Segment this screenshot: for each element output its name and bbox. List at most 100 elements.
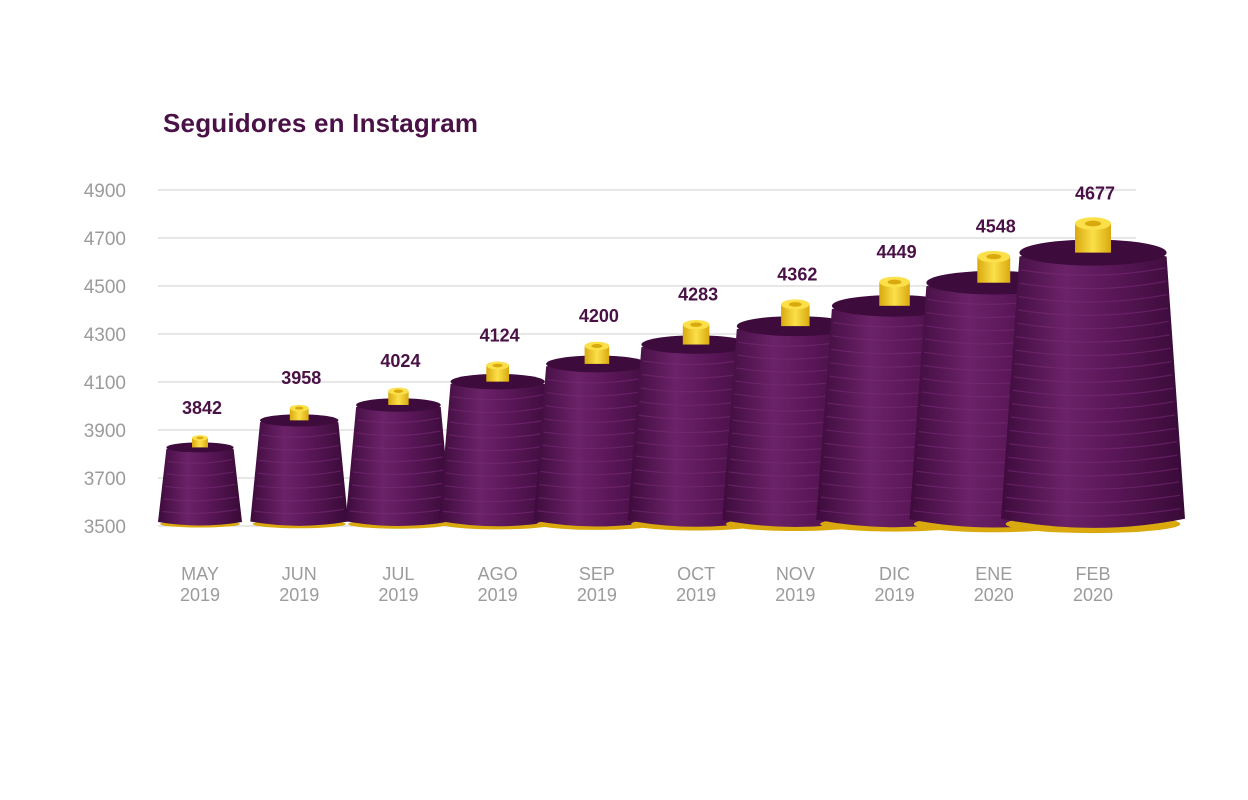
thread-winding [260, 445, 339, 451]
spool-thread [345, 402, 452, 527]
spool-core-hole [294, 406, 304, 410]
y-tick-label: 4300 [84, 325, 126, 346]
thread-winding [352, 469, 445, 476]
thread-winding [166, 471, 234, 477]
value-labels: 3842 3958 4024 4124 4200 4283 4362 4449 4548 4677 [182, 184, 1115, 418]
thread-winding [1004, 508, 1182, 517]
spool-core [584, 345, 610, 364]
data-label: 3958 [281, 368, 321, 388]
data-label: 4677 [1075, 184, 1115, 204]
thread-winding [1010, 427, 1176, 437]
spool-thread [533, 361, 661, 527]
x-tick-month: AGO [478, 564, 518, 584]
thread-winding [261, 432, 338, 438]
x-tick-month: FEB [1075, 564, 1110, 584]
thread-winding [255, 495, 343, 502]
thread-winding [256, 483, 342, 489]
spool-core-hole [393, 389, 404, 393]
y-tick-label: 3500 [84, 517, 126, 538]
thread-winding [448, 432, 547, 439]
spool-core [192, 437, 208, 448]
x-tick-year: 2019 [378, 585, 418, 605]
thread-winding [258, 457, 340, 464]
thread-winding [1011, 401, 1175, 410]
data-label: 4124 [480, 326, 520, 346]
x-tick-month: MAY [181, 564, 219, 584]
spool-core [388, 391, 409, 405]
spool-bar [1001, 217, 1185, 534]
data-label: 4548 [976, 217, 1016, 237]
thread-winding [162, 508, 238, 514]
spool-core-hole [986, 254, 1002, 260]
data-label: 4283 [678, 285, 718, 305]
x-tick-year: 2019 [180, 585, 220, 605]
spool-thread [158, 445, 242, 526]
x-tick-year: 2019 [478, 585, 518, 605]
x-tick-year: 2019 [676, 585, 716, 605]
spool-core-hole [788, 302, 802, 307]
thread-winding [1018, 294, 1168, 303]
thread-winding [357, 417, 440, 424]
thread-winding [547, 376, 647, 384]
x-tick-year: 2019 [875, 585, 915, 605]
thread-winding [350, 495, 447, 502]
x-tick-month: ENE [975, 564, 1012, 584]
thread-winding [1005, 494, 1181, 504]
x-tick-month: JUL [382, 564, 414, 584]
thread-winding [1019, 280, 1167, 290]
x-tick-year: 2020 [974, 585, 1014, 605]
spool-core-hole [1084, 220, 1102, 227]
x-tick-year: 2019 [279, 585, 319, 605]
thread-winding [254, 508, 345, 515]
spool-bars [158, 217, 1185, 534]
thread-winding [1010, 414, 1176, 423]
x-tick-month: SEP [579, 564, 615, 584]
x-axis: MAY2019JUN2019JUL2019AGO2019SEP2019OCT20… [180, 564, 1113, 605]
x-tick-year: 2019 [577, 585, 617, 605]
spool-top [546, 355, 648, 373]
thread-winding [1015, 347, 1171, 357]
spool-core-hole [887, 279, 902, 285]
spool-core [486, 365, 510, 382]
chart-title: Seguidores en Instagram [163, 108, 479, 138]
thread-winding [163, 496, 237, 502]
data-label: 4024 [380, 351, 420, 371]
y-tick-label: 3900 [84, 421, 126, 442]
thread-winding [1007, 467, 1179, 477]
thread-winding [1009, 441, 1177, 450]
y-tick-label: 4100 [84, 373, 126, 394]
thread-winding [1020, 267, 1166, 276]
thread-winding [1016, 334, 1170, 343]
thread-winding [167, 458, 233, 464]
data-label: 4449 [877, 242, 917, 262]
spool-core [289, 408, 309, 421]
spool-core-hole [196, 436, 204, 440]
x-tick-month: OCT [677, 564, 715, 584]
data-label: 4362 [777, 264, 817, 284]
spool-bar [250, 404, 349, 529]
thread-winding [355, 443, 442, 450]
thread-winding [257, 470, 341, 477]
thread-winding [450, 406, 545, 414]
spool-core-hole [591, 344, 603, 348]
thread-winding [1014, 360, 1172, 370]
thread-winding [164, 483, 236, 489]
spool-core-hole [492, 363, 503, 368]
spool-core-hole [690, 322, 703, 327]
thread-winding [1012, 387, 1174, 397]
spool-core [682, 324, 710, 345]
spool-core [879, 282, 910, 306]
x-tick-year: 2019 [775, 585, 815, 605]
y-tick-label: 3700 [84, 469, 126, 490]
thread-winding [1017, 320, 1169, 330]
x-tick-month: DIC [879, 564, 910, 584]
thread-winding [446, 457, 549, 464]
thread-winding [447, 445, 548, 452]
spool-core [781, 304, 810, 327]
y-axis: 3500 3700 3900 4100 4300 4500 4700 4900 [84, 181, 126, 538]
spool-bar [158, 435, 242, 528]
spool-bar [533, 341, 661, 530]
thread-winding [1013, 374, 1173, 383]
thread-winding [356, 430, 441, 437]
